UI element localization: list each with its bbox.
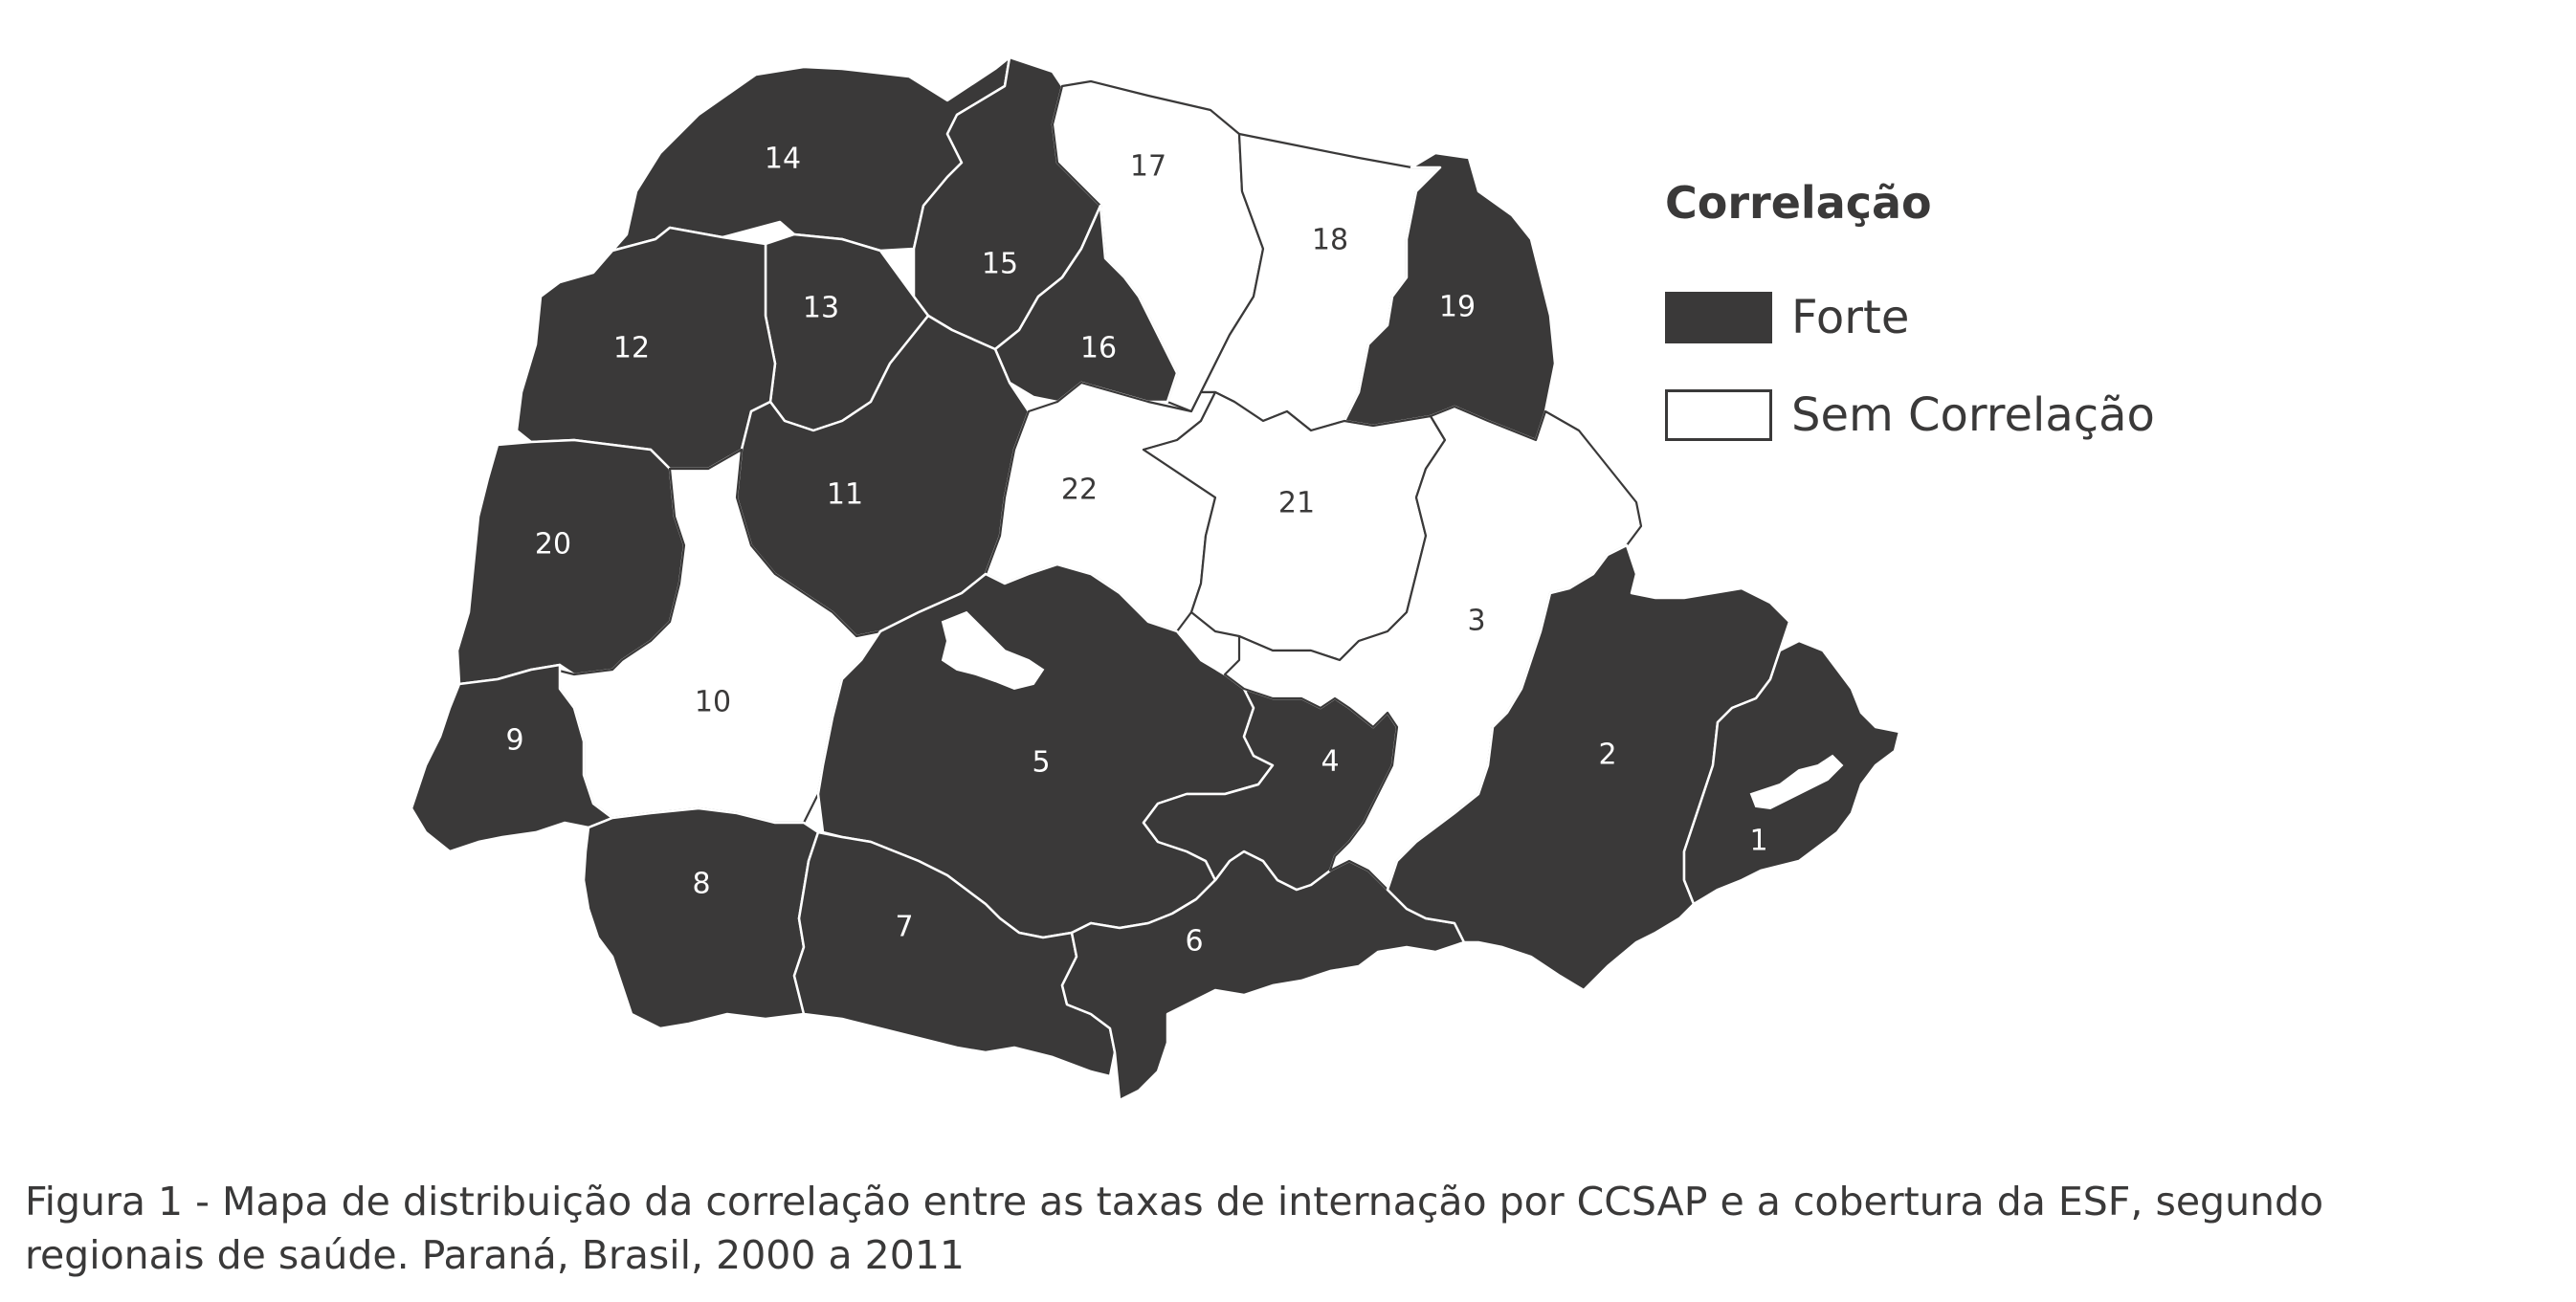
region-label-7: 7 xyxy=(895,911,913,944)
region-2 xyxy=(1386,543,1791,992)
region-9 xyxy=(410,663,614,853)
legend-swatch-sem-correlacao xyxy=(1665,389,1772,441)
bay xyxy=(1749,754,1844,810)
region-label-16: 16 xyxy=(1080,332,1117,365)
region-label-9: 9 xyxy=(505,724,523,758)
legend-item-sem-correlacao: Sem Correlação xyxy=(1665,388,2155,442)
region-label-8: 8 xyxy=(692,868,710,901)
region-label-22: 22 xyxy=(1061,474,1098,507)
region-label-11: 11 xyxy=(827,478,863,512)
region-label-6: 6 xyxy=(1185,925,1203,959)
region-label-17: 17 xyxy=(1130,150,1166,184)
region-label-13: 13 xyxy=(803,292,839,325)
region-label-2: 2 xyxy=(1598,739,1616,772)
caption-line-1: Figura 1 - Mapa de distribuição da corre… xyxy=(25,1179,2324,1225)
region-label-20: 20 xyxy=(535,528,571,562)
region-label-5: 5 xyxy=(1032,746,1050,780)
legend-label-forte: Forte xyxy=(1791,291,1910,344)
legend-title: Correlação xyxy=(1665,177,1932,229)
region-3 xyxy=(1223,405,1643,892)
legend-swatch-forte xyxy=(1665,292,1772,343)
legend-label-sem-correlacao: Sem Correlação xyxy=(1791,388,2155,442)
legend-item-forte: Forte xyxy=(1665,291,1909,344)
region-label-10: 10 xyxy=(695,686,731,719)
region-1 xyxy=(1682,639,1901,906)
region-label-21: 21 xyxy=(1278,487,1315,520)
lake xyxy=(941,610,1045,691)
region-label-3: 3 xyxy=(1467,605,1485,638)
region-label-18: 18 xyxy=(1312,224,1348,257)
region-label-4: 4 xyxy=(1321,745,1339,779)
region-label-1: 1 xyxy=(1749,825,1767,858)
region-label-19: 19 xyxy=(1439,291,1476,324)
region-label-15: 15 xyxy=(982,248,1018,281)
region-8 xyxy=(582,806,820,1030)
region-label-14: 14 xyxy=(765,143,801,176)
figure-caption: Figura 1 - Mapa de distribuição da corre… xyxy=(25,1175,2551,1282)
region-label-12: 12 xyxy=(613,332,650,365)
caption-line-2: regionais de saúde. Paraná, Brasil, 2000… xyxy=(25,1232,965,1278)
